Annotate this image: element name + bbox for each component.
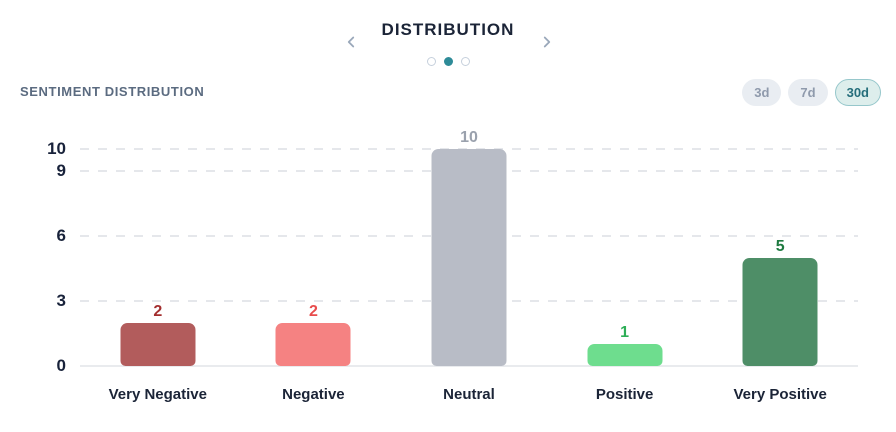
category-axis: Very Negative Negative Neutral Positive … — [80, 386, 858, 403]
carousel-header: DISTRIBUTION — [0, 0, 896, 76]
bar[interactable] — [275, 322, 351, 366]
range-button-30d[interactable]: 30d — [834, 79, 881, 106]
carousel-dot-1[interactable] — [426, 57, 436, 66]
y-tick-label: 3 — [56, 290, 66, 310]
bar-value-label: 10 — [460, 129, 478, 146]
carousel-dot-2[interactable] — [443, 57, 453, 66]
carousel-title: DISTRIBUTION — [381, 20, 515, 39]
plot-area: 2 2 10 1 5 — [80, 129, 858, 367]
category-label: Negative — [282, 386, 345, 403]
bar-group: 2 — [80, 139, 236, 366]
category-label: Neutral — [443, 386, 495, 403]
category-label: Positive — [595, 386, 654, 403]
time-range-group: 3d 7d 30d — [742, 79, 881, 106]
bar[interactable] — [120, 322, 196, 366]
carousel-dots — [0, 57, 896, 66]
x-axis-baseline — [80, 365, 858, 367]
bar-group: 1 — [547, 139, 703, 366]
bar-value-label: 2 — [308, 302, 318, 320]
bar-row: 2 2 10 1 5 — [80, 129, 858, 366]
range-button-7d[interactable]: 7d — [788, 79, 828, 106]
category-label: Very Negative — [108, 386, 207, 403]
bar[interactable] — [742, 257, 818, 366]
y-tick-label: 0 — [56, 356, 66, 375]
y-tick-label: 10 — [47, 139, 66, 158]
bar-value-label: 1 — [620, 324, 630, 342]
carousel-dot-3[interactable] — [460, 57, 470, 66]
bar-value-label: 2 — [153, 302, 163, 320]
panel-heading: SENTIMENT DISTRIBUTION — [20, 84, 205, 99]
y-axis: 0 3 6 9 10 — [0, 139, 66, 375]
y-tick-label: 9 — [56, 160, 66, 180]
chevron-right-icon[interactable] — [538, 33, 556, 51]
category-label: Very Positive — [733, 386, 827, 403]
bar-group: 2 — [236, 139, 392, 366]
y-tick-label: 6 — [56, 225, 66, 245]
bar-group: 5 — [702, 139, 858, 366]
chevron-left-icon[interactable] — [342, 33, 360, 51]
bar-value-label: 5 — [775, 237, 785, 255]
bar[interactable] — [587, 344, 663, 366]
bar-group: 10 — [391, 129, 547, 366]
bar[interactable] — [431, 149, 507, 366]
range-button-3d[interactable]: 3d — [742, 79, 782, 106]
